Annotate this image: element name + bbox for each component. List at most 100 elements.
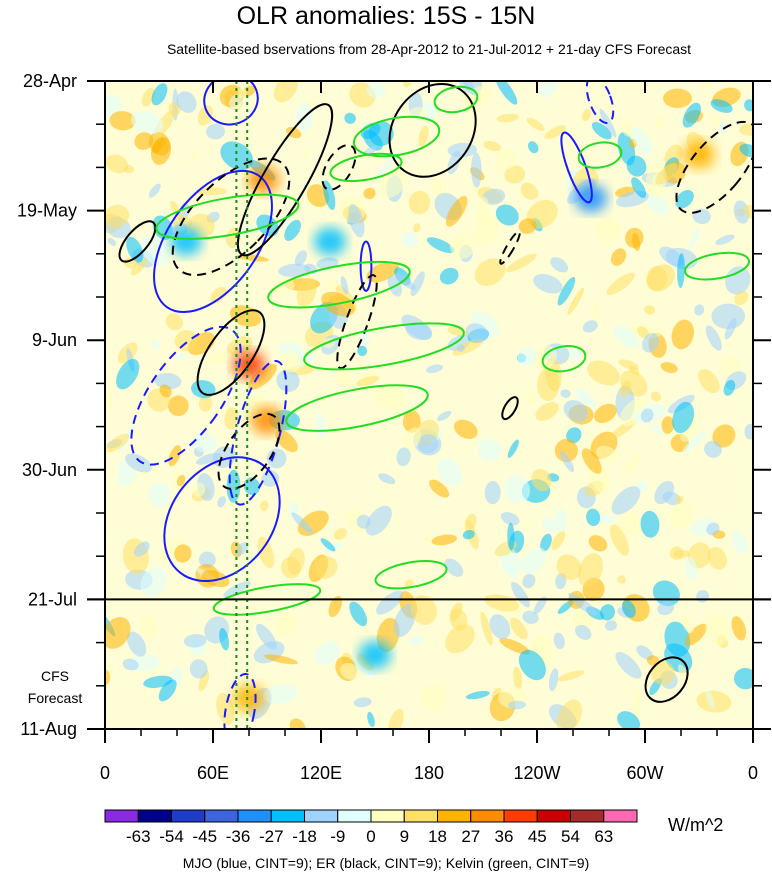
texture-blob (238, 87, 247, 99)
texture-blob (504, 165, 526, 184)
texture-blob (518, 649, 546, 681)
texture-blob (360, 122, 381, 139)
texture-blob (699, 81, 717, 89)
texture-blob (378, 473, 396, 485)
texture-blob (704, 440, 722, 458)
texture-blob (617, 711, 641, 729)
texture-blob (195, 452, 221, 465)
anomaly-feature (170, 227, 202, 256)
texture-blob (533, 273, 563, 294)
texture-blob (522, 610, 539, 624)
texture-blob (557, 276, 576, 306)
texture-blob (206, 123, 225, 140)
texture-blob (551, 531, 566, 550)
texture-blob (631, 177, 647, 198)
texture-blob (631, 232, 641, 251)
texture-blob (150, 339, 161, 350)
texture-blob (174, 544, 192, 563)
colorbar-swatch (304, 809, 339, 823)
texture-blob (640, 408, 654, 423)
colorbar-label: 18 (428, 827, 447, 846)
texture-blob (106, 433, 130, 453)
texture-blob (675, 190, 694, 209)
texture-blob (471, 152, 482, 188)
texture-blob (402, 410, 421, 433)
texture-blob (657, 600, 675, 616)
texture-blob (409, 635, 424, 646)
texture-blob (429, 479, 450, 498)
colorbar-swatch (403, 809, 438, 823)
texture-blob (348, 203, 365, 238)
texture-blob (130, 257, 148, 276)
colorbar-swatch (570, 809, 605, 823)
colorbar-swatch (204, 809, 239, 823)
colorbar-label: -18 (292, 827, 317, 846)
texture-blob (533, 596, 547, 615)
texture-blob (167, 395, 189, 417)
texture-blob (410, 595, 437, 625)
texture-blob (148, 183, 161, 198)
texture-blob (422, 697, 440, 713)
texture-blob (664, 621, 691, 657)
texture-blob (278, 263, 311, 278)
y-tick-label: 30-Jun (22, 460, 77, 480)
kelvin-contour (684, 251, 750, 281)
texture-blob (566, 427, 582, 444)
texture-blob (367, 711, 375, 728)
texture-blob (408, 190, 431, 215)
texture-blob (599, 108, 617, 138)
anomaly-feature (683, 141, 715, 170)
texture-blob (217, 496, 227, 508)
colorbar-swatch (603, 809, 638, 823)
texture-blob (650, 661, 675, 686)
colorbar-swatch (171, 809, 206, 823)
texture-blob (371, 383, 407, 410)
colorbar-label: -54 (159, 827, 184, 846)
texture-blob (550, 257, 569, 273)
texture-blob (581, 448, 602, 474)
texture-blob (195, 187, 228, 196)
texture-blob (575, 624, 592, 640)
chart-subtitle: Satellite-based bservations from 28-Apr-… (166, 41, 692, 57)
texture-blob (449, 233, 475, 259)
texture-blob (734, 667, 753, 690)
texture-blob (159, 384, 172, 398)
texture-blob (504, 475, 531, 504)
colorbar-swatch (437, 809, 472, 823)
texture-blob (672, 401, 695, 434)
texture-blob (437, 410, 452, 421)
texture-blob (588, 535, 608, 552)
texture-blob (139, 613, 159, 640)
texture-blob (405, 322, 433, 340)
chart-title: OLR anomalies: 15S - 15N (236, 2, 536, 30)
texture-blob (140, 567, 168, 597)
texture-blob (557, 670, 585, 682)
texture-blob (462, 529, 475, 540)
texture-blob (148, 482, 172, 508)
colorbar-swatch (104, 809, 139, 823)
kelvin-contour (433, 85, 479, 114)
texture-blob (581, 108, 592, 122)
texture-blob (105, 617, 131, 649)
texture-blob (501, 561, 518, 580)
colorbar: -63 -54 -45 -36 -27 -18 -9 0 9 18 27 36 45 54 63 (104, 809, 638, 846)
x-tick-label: 0 (100, 763, 110, 783)
texture-blob (531, 468, 552, 492)
texture-blob (525, 391, 537, 406)
texture-blob (587, 360, 620, 386)
texture-blob (507, 439, 519, 458)
texture-blob (560, 389, 571, 398)
texture-blob (426, 364, 443, 374)
texture-blob (353, 697, 372, 708)
texture-blob (613, 325, 640, 349)
texture-blob (484, 480, 501, 505)
texture-blob (204, 351, 233, 365)
texture-blob (417, 434, 439, 454)
texture-blob (357, 345, 368, 357)
texture-blob (201, 570, 230, 588)
texture-blob (223, 581, 251, 597)
texture-blob (302, 148, 309, 159)
texture-blob (567, 287, 585, 316)
texture-blob (520, 182, 539, 200)
